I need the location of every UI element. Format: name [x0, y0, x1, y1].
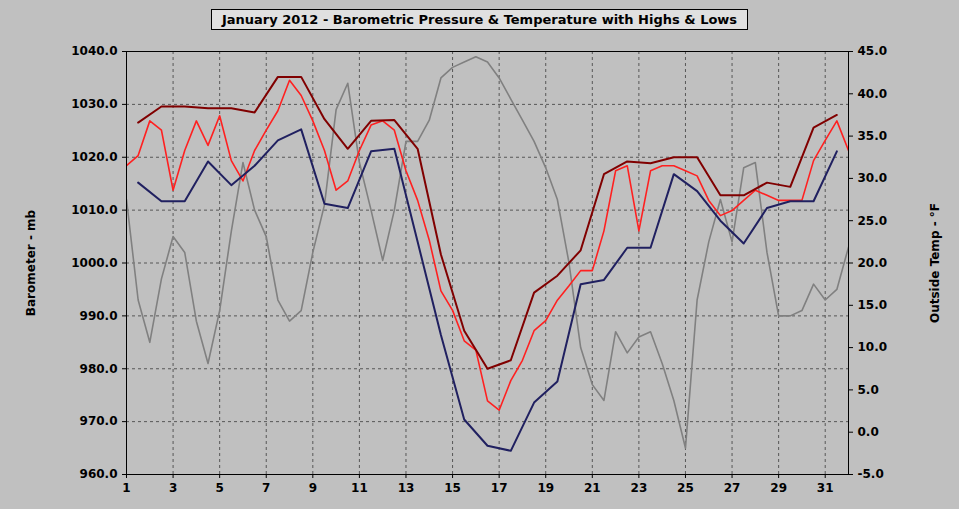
html-text:January 2012 - Barometric Pres: January 2012 - Barometric Pressure & Tem… — [221, 12, 738, 27]
svg-text:1040.0: 1040.0 — [71, 44, 117, 58]
svg-text:40.0: 40.0 — [858, 87, 888, 101]
svg-text:960.0: 960.0 — [80, 467, 118, 481]
svg-text:11: 11 — [351, 481, 368, 495]
svg-text:21: 21 — [584, 481, 601, 495]
svg-text:1000.0: 1000.0 — [71, 256, 117, 270]
svg-text:27: 27 — [724, 481, 741, 495]
svg-text:980.0: 980.0 — [80, 362, 118, 376]
svg-text:1: 1 — [122, 481, 130, 495]
svg-text:970.0: 970.0 — [80, 414, 118, 428]
svg-text:1030.0: 1030.0 — [71, 97, 117, 111]
svg-text:-5.0: -5.0 — [858, 467, 884, 481]
svg-text:35.0: 35.0 — [858, 129, 888, 143]
svg-text:0.0: 0.0 — [858, 425, 879, 439]
svg-text:15: 15 — [444, 481, 461, 495]
svg-text:Barometer - mb: Barometer - mb — [24, 209, 38, 316]
svg-text:25: 25 — [677, 481, 694, 495]
svg-text:20.0: 20.0 — [858, 256, 888, 270]
svg-text:25.0: 25.0 — [858, 214, 888, 228]
svg-text:17: 17 — [491, 481, 508, 495]
svg-text:5.0: 5.0 — [858, 383, 879, 397]
svg-text:990.0: 990.0 — [80, 309, 118, 323]
svg-text:Outside Temp - °F: Outside Temp - °F — [928, 203, 942, 323]
svg-text:19: 19 — [537, 481, 554, 495]
svg-text:10.0: 10.0 — [858, 340, 888, 354]
svg-text:5: 5 — [215, 481, 223, 495]
svg-text:30.0: 30.0 — [858, 171, 888, 185]
svg-text:7: 7 — [262, 481, 270, 495]
svg-text:45.0: 45.0 — [858, 44, 888, 58]
svg-text:15.0: 15.0 — [858, 298, 888, 312]
svg-text:23: 23 — [631, 481, 648, 495]
svg-text:9: 9 — [309, 481, 317, 495]
svg-text:1010.0: 1010.0 — [71, 203, 117, 217]
svg-text:1020.0: 1020.0 — [71, 150, 117, 164]
svg-text:29: 29 — [770, 481, 787, 495]
svg-text:13: 13 — [398, 481, 415, 495]
svg-text:31: 31 — [817, 481, 834, 495]
svg-text:3: 3 — [169, 481, 177, 495]
